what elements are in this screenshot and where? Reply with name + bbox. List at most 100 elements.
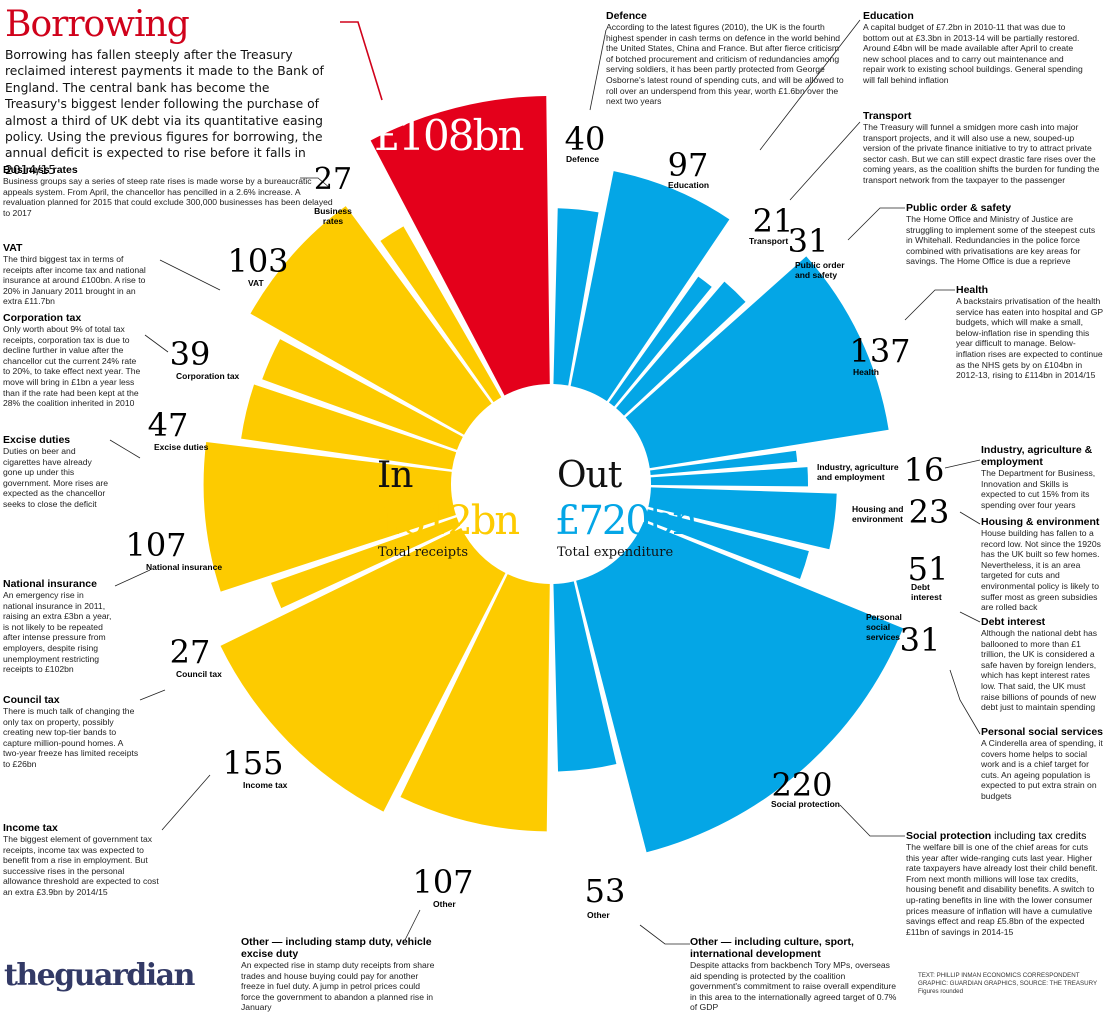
center-in-sub: Total receipts [378,545,469,560]
label-spending-housing-and-environment-2: environment [852,514,903,524]
value-spending-education: 97 [668,146,709,184]
label-receipts-vat: VAT [248,278,265,288]
note-social-protection: Social protection including tax credits T… [906,830,1098,937]
wedge-borrowing [370,96,550,396]
label-receipts-excise-duties: Excise duties [154,442,209,452]
center-out-word: Out [557,455,622,496]
leader-council-tax [139,689,166,701]
wedge-spending-debt-interest [648,487,837,550]
note-council-tax: Council tax There is much talk of changin… [3,694,139,769]
leader-public-order [847,207,905,241]
wedge-spending-industry-agriculture-and-employment [650,450,798,475]
label-spending-debt-interest-2: interest [911,592,942,602]
value-spending-public-order-and-safety: 31 [788,222,829,260]
note-business-rates: Business rates Business groups say a seri… [3,164,333,218]
label-spending-education-1: Education [668,180,709,190]
value-receipts-corporation-tax: 39 [170,335,211,373]
page-title: Borrowing [5,4,190,45]
note-education: Education A capital budget of £7.2bn in 2… [863,10,1083,85]
intro-text: Borrowing has fallen steeply after the T… [5,48,324,177]
value-receipts-income-tax: 155 [222,744,283,782]
wedge-receipts-excise-duties [241,384,457,470]
label-spending-defence-1: Defence [566,154,599,164]
value-receipts-excise-duties: 47 [148,406,189,444]
wedge-receipts-vat [250,206,492,435]
label-spending-personal-social-services-2: social [866,622,890,632]
value-spending-debt-interest: 51 [908,550,949,588]
note-housing: Housing & environment House building has … [981,516,1101,613]
leader-personal-social [949,669,981,735]
label-receipts-other: Other [433,899,456,909]
leader-borrowing [340,21,383,101]
value-receipts-council-tax: 27 [170,633,211,671]
label-receipts-business-rates-2: rates [323,216,344,226]
leader-transport [789,121,861,201]
value-receipts-national-insurance: 107 [125,526,186,564]
wedge-spending-other [553,581,617,772]
wedge-receipts-business-rates [380,226,502,403]
label-spending-health-1: Health [853,367,879,377]
note-corporation-tax: Corporation tax Only worth about 9% of to… [3,312,141,409]
value-receipts-business-rates: 27 [314,162,352,197]
leader-education [759,19,861,151]
label-receipts-national-insurance: National insurance [146,562,222,572]
label-spending-public-order-and-safety-1: Public order [795,260,845,270]
label-spending-personal-social-services-1: Personal [866,612,902,622]
credits: TEXT: PHILLIP INMAN ECONOMICS CORRESPOND… [918,972,1098,995]
note-public-order: Public order & safety The Home Office and… [906,202,1096,267]
wedge-spending-housing-and-environment [650,467,808,487]
note-national-insurance: National insurance An emergency rise in n… [3,578,112,675]
wedge-receipts-council-tax [271,517,461,609]
label-spending-debt-interest-1: Debt [911,582,930,592]
center-out-total: £720bn [555,498,698,544]
wedge-spending-personal-social-services [644,509,809,579]
leader-housing [959,511,981,525]
note-personal-social: Personal social services A Cinderella are… [981,726,1103,801]
leader-business-rates [300,177,331,189]
note-income-tax: Income tax The biggest element of governm… [3,822,159,897]
leader-income-tax [161,774,211,831]
value-spending-personal-social-services: 31 [900,621,941,659]
label-receipts-income-tax: Income tax [243,780,288,790]
label-spending-transport-1: Transport [749,236,788,246]
wedge-spending-social-protection [576,521,904,853]
label-spending-social-protection-1: Social protection [771,799,840,809]
leader-national-insurance [114,569,151,587]
note-other-spending: Other — including culture, sport, intern… [690,936,897,1013]
chart-wedges [203,96,904,853]
note-transport: Transport The Treasury will funnel a smid… [863,110,1100,185]
label-spending-other-1: Other [587,910,610,920]
center-out-sub: Total expenditure [557,545,674,560]
wedge-spending-transport [608,276,712,407]
label-spending-industry-agriculture-and-employment-2: and employment [817,472,885,482]
wedge-spending-education [570,171,730,402]
wedge-receipts-corporation-tax [262,339,463,450]
value-spending-other: 53 [585,872,626,910]
leader-corporation-tax [144,334,169,353]
note-other-receipts: Other — including stamp duty, vehicle ex… [241,936,435,1013]
note-debt-interest: Debt interest Although the national debt … [981,616,1098,713]
value-spending-health: 137 [849,332,910,370]
wedge-receipts-other [400,574,550,832]
leader-health [904,289,955,321]
note-vat: VAT The third biggest tax in terms of rec… [3,242,146,307]
value-spending-transport: 21 [753,202,794,240]
leader-industry [944,459,981,469]
center-in-total: £612bn [377,498,520,544]
label-receipts-council-tax: Council tax [176,669,222,679]
label-spending-personal-social-services-3: services [866,632,900,642]
wedge-receipts-income-tax [220,527,506,812]
leader-lines [109,19,981,945]
wedge-receipts-national-insurance [203,442,456,592]
wedge-spending-public-order-and-safety [616,281,746,416]
leader-other-spending [639,924,690,945]
note-health: Health A backstairs privatisation of the … [956,284,1103,381]
label-spending-public-order-and-safety-2: and safety [795,270,837,280]
leader-debt-interest [959,611,981,623]
note-industry: Industry, agriculture & employment The De… [981,444,1096,510]
leader-vat [159,259,221,291]
value-spending-defence: 40 [565,120,606,158]
note-defence: Defence According to the latest figures (… [606,10,844,107]
